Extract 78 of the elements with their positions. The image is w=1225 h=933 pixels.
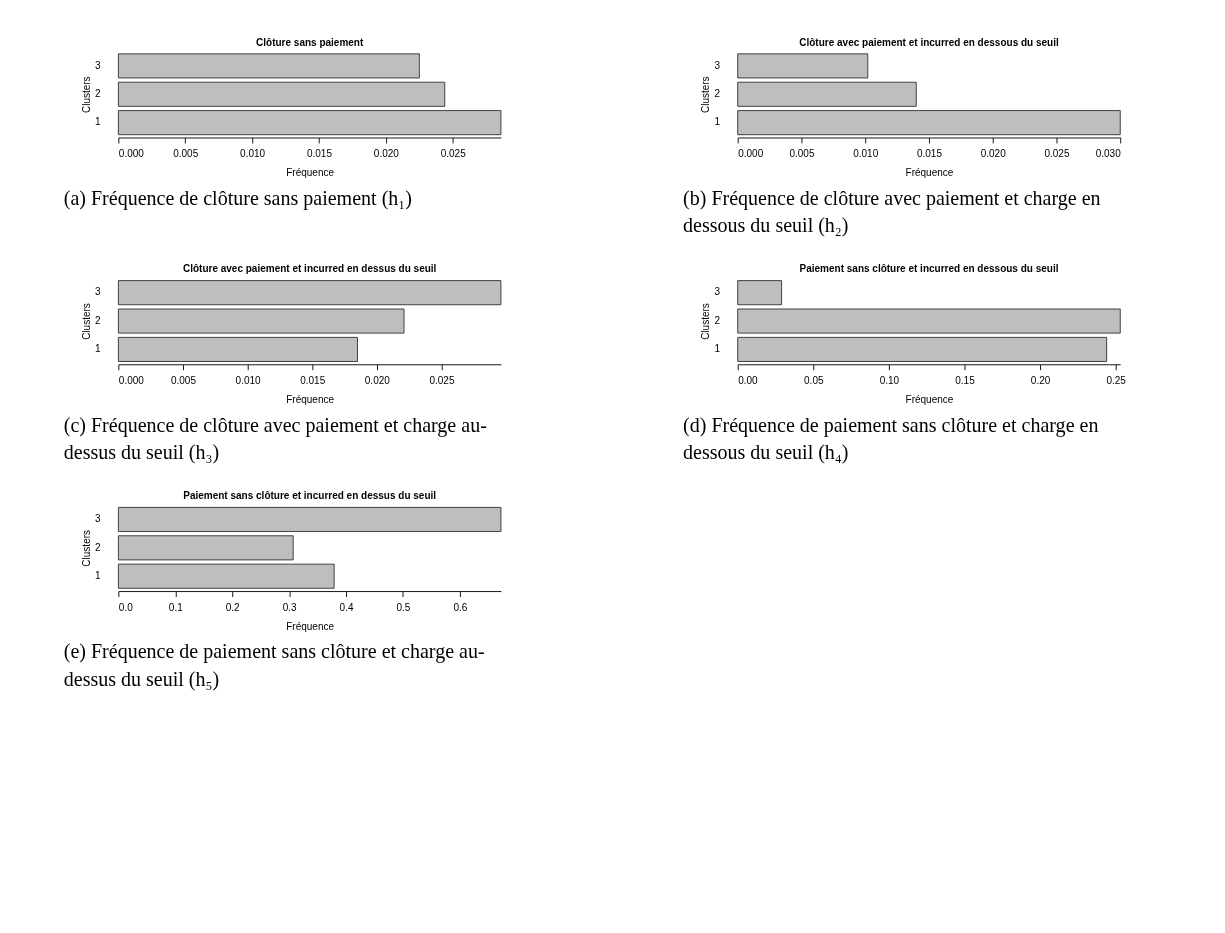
bar bbox=[117, 308, 405, 334]
x-tick-label: 0.5 bbox=[396, 601, 411, 613]
y-axis-title: Clusters bbox=[80, 76, 92, 114]
x-tick-label: 0.0 bbox=[118, 601, 134, 613]
x-tick-label: 0.000 bbox=[118, 374, 145, 386]
x-tick-label: 0.015 bbox=[306, 148, 333, 160]
x-tick-label: 0.020 bbox=[980, 148, 1007, 160]
x-tick-label: 0.025 bbox=[1044, 148, 1070, 160]
x-tick-label: 0.010 bbox=[240, 148, 266, 160]
x-tick-label: 0.05 bbox=[804, 374, 824, 386]
chart-title: Paiement sans clôture et incurred en dessus du seuil bbox=[183, 490, 437, 502]
x-axis-title: Fréquence bbox=[286, 167, 335, 179]
chart-title: Paiement sans clôture et incurred en dessous du seuil bbox=[799, 263, 1059, 275]
x-tick-label: 0.4 bbox=[339, 601, 354, 613]
y-tick-label: 1 bbox=[714, 116, 721, 128]
bar bbox=[117, 535, 294, 561]
bar bbox=[737, 280, 783, 306]
y-tick-label: 3 bbox=[95, 513, 102, 525]
y-tick-label: 2 bbox=[714, 88, 721, 99]
y-tick-label: 2 bbox=[714, 314, 721, 326]
y-tick-label: 2 bbox=[95, 88, 102, 99]
chart-title: Clôture avec paiement et incurred en dessous du seuil bbox=[799, 36, 1059, 48]
y-tick-label: 2 bbox=[95, 541, 102, 553]
x-axis-title: Fréquence bbox=[286, 620, 335, 632]
x-tick-label: 0.25 bbox=[1106, 374, 1127, 386]
bar bbox=[117, 53, 420, 79]
y-axis-title: Clusters bbox=[699, 303, 711, 340]
bar bbox=[737, 336, 1108, 362]
text: (d) Fréquence de paiement sans clôture et charge en dessous du seuil (h₄) bbox=[683, 413, 1099, 465]
text: (e) Fréquence de paiement sans clôture et charge au-dessus du seuil (h₅) bbox=[63, 640, 485, 691]
text: (c) Fréquence de clôture avec paiement et charge au-dessus du seuil (h₃) bbox=[63, 413, 487, 465]
text: (a) Fréquence de clôture sans paiement (h₁) bbox=[63, 186, 412, 210]
x-tick-label: 0.025 bbox=[429, 374, 455, 386]
x-tick-label: 0.3 bbox=[282, 601, 298, 613]
x-tick-label: 0.015 bbox=[300, 374, 326, 386]
bar bbox=[117, 81, 446, 107]
y-tick-label: 1 bbox=[95, 343, 102, 355]
text: (b) Fréquence de clôture avec paiement et charge en dessous du seuil (h₂) bbox=[683, 186, 1101, 238]
x-axis-title: Fréquence bbox=[286, 394, 335, 406]
x-tick-label: 0.005 bbox=[789, 148, 815, 160]
bar bbox=[737, 308, 1121, 334]
y-tick-label: 3 bbox=[95, 59, 102, 71]
x-tick-label: 0.005 bbox=[170, 374, 197, 386]
x-tick-label: 0.005 bbox=[173, 148, 199, 160]
bar bbox=[117, 280, 502, 306]
x-tick-label: 0.020 bbox=[373, 148, 400, 160]
x-tick-label: 0.2 bbox=[225, 601, 241, 613]
x-tick-label: 0.000 bbox=[118, 148, 145, 160]
chart-title: Clôture avec paiement et incurred en dessus du seuil bbox=[182, 263, 437, 275]
x-tick-label: 0.6 bbox=[453, 601, 468, 613]
y-axis-title: Clusters bbox=[80, 529, 92, 567]
y-axis-title: Clusters bbox=[699, 76, 711, 114]
x-tick-label: 0.010 bbox=[235, 374, 262, 386]
x-tick-label: 0.010 bbox=[853, 148, 879, 160]
bar bbox=[117, 563, 335, 589]
y-tick-label: 1 bbox=[714, 343, 721, 355]
x-tick-label: 0.030 bbox=[1095, 148, 1122, 160]
x-axis-title: Fréquence bbox=[905, 167, 954, 179]
y-axis-title: Clusters bbox=[80, 303, 92, 340]
y-tick-label: 1 bbox=[95, 116, 102, 128]
y-tick-label: 2 bbox=[95, 314, 102, 326]
chart-title: Clôture sans paiement bbox=[256, 36, 364, 48]
bar bbox=[117, 506, 502, 532]
x-tick-label: 0.020 bbox=[364, 374, 391, 386]
x-tick-label: 0.000 bbox=[738, 148, 764, 160]
x-tick-label: 0.025 bbox=[440, 148, 467, 160]
y-tick-label: 3 bbox=[95, 286, 102, 298]
bar bbox=[117, 336, 358, 362]
x-axis-title: Fréquence bbox=[905, 394, 954, 406]
x-tick-label: 0.1 bbox=[168, 601, 184, 613]
x-tick-label: 0.10 bbox=[879, 374, 900, 386]
y-tick-label: 3 bbox=[714, 286, 721, 298]
y-tick-label: 3 bbox=[714, 59, 721, 71]
x-tick-label: 0.20 bbox=[1030, 374, 1051, 386]
x-tick-label: 0.15 bbox=[955, 374, 976, 386]
x-tick-label: 0.00 bbox=[738, 374, 759, 386]
x-tick-label: 0.015 bbox=[916, 148, 943, 160]
y-tick-label: 1 bbox=[95, 569, 102, 581]
